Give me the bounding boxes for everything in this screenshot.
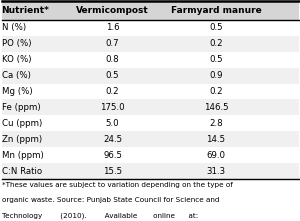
Text: *These values are subject to variation depending on the type of: *These values are subject to variation d… — [2, 182, 232, 188]
Bar — [2, 1, 298, 20]
Text: 96.5: 96.5 — [103, 151, 122, 160]
Text: 1.6: 1.6 — [106, 23, 119, 32]
Bar — [2, 163, 298, 179]
Text: 0.5: 0.5 — [209, 55, 223, 64]
Text: Cu (ppm): Cu (ppm) — [2, 119, 42, 128]
Bar — [2, 99, 298, 115]
Text: 14.5: 14.5 — [206, 135, 226, 144]
Text: 69.0: 69.0 — [206, 151, 226, 160]
Text: 146.5: 146.5 — [204, 103, 228, 112]
Text: 2.8: 2.8 — [209, 119, 223, 128]
Text: 0.2: 0.2 — [209, 39, 223, 48]
Text: 0.8: 0.8 — [106, 55, 119, 64]
Bar — [2, 36, 298, 52]
Text: KO (%): KO (%) — [2, 55, 31, 64]
Bar — [2, 68, 298, 84]
Text: Farmyard manure: Farmyard manure — [171, 6, 261, 15]
Text: 5.0: 5.0 — [106, 119, 119, 128]
Text: Mn (ppm): Mn (ppm) — [2, 151, 43, 160]
Text: Ca (%): Ca (%) — [2, 71, 30, 80]
Text: Fe (ppm): Fe (ppm) — [2, 103, 40, 112]
Text: Technology        (2010).        Available       online      at:: Technology (2010). Available online at: — [2, 212, 198, 219]
Text: C:N Ratio: C:N Ratio — [2, 167, 42, 175]
Text: 0.9: 0.9 — [209, 71, 223, 80]
Text: 24.5: 24.5 — [103, 135, 122, 144]
Text: organic waste. Source: Punjab State Council for Science and: organic waste. Source: Punjab State Coun… — [2, 197, 219, 203]
Text: Nutrient*: Nutrient* — [2, 6, 50, 15]
Text: Zn (ppm): Zn (ppm) — [2, 135, 42, 144]
Text: 0.5: 0.5 — [209, 23, 223, 32]
Text: 15.5: 15.5 — [103, 167, 122, 175]
Bar — [2, 131, 298, 147]
Text: PO (%): PO (%) — [2, 39, 31, 48]
Text: 0.5: 0.5 — [106, 71, 119, 80]
Text: N (%): N (%) — [2, 23, 26, 32]
Text: 0.2: 0.2 — [209, 87, 223, 96]
Text: 0.7: 0.7 — [106, 39, 119, 48]
Text: Vermicompost: Vermicompost — [76, 6, 149, 15]
Text: 31.3: 31.3 — [206, 167, 226, 175]
Text: Mg (%): Mg (%) — [2, 87, 32, 96]
Text: 175.0: 175.0 — [100, 103, 125, 112]
Text: 0.2: 0.2 — [106, 87, 119, 96]
